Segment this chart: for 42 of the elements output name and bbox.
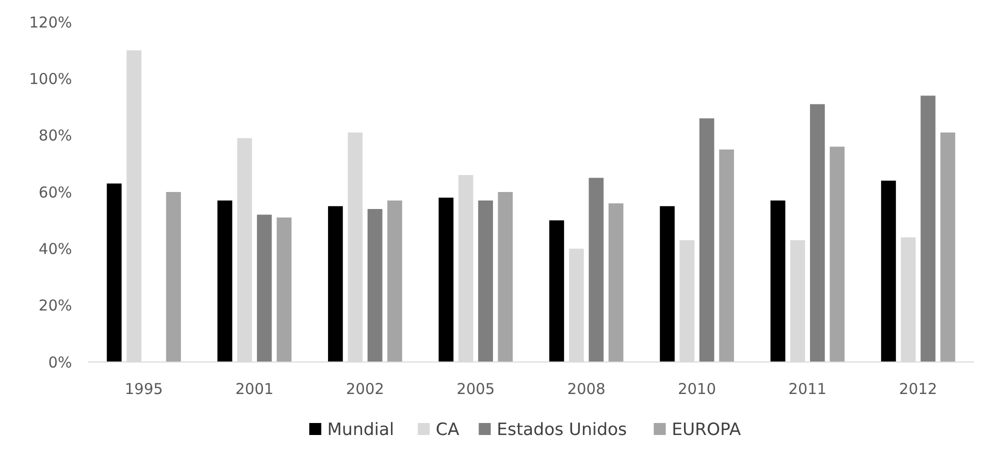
bar [719, 150, 734, 362]
bar [256, 214, 272, 362]
bar [830, 146, 845, 362]
x-tick-label: 2002 [346, 380, 384, 398]
legend-label: Estados Unidos [496, 420, 628, 440]
bar [166, 192, 181, 362]
y-tick-label: 80% [38, 126, 72, 145]
bar [881, 180, 896, 362]
legend-label: CA [436, 420, 460, 440]
bar [810, 104, 825, 362]
bar [217, 200, 232, 362]
bar [368, 209, 382, 362]
bar [608, 203, 624, 362]
bar [387, 200, 402, 362]
y-tick-label: 120% [29, 13, 72, 32]
x-tick-label: 2010 [678, 380, 716, 398]
bar [699, 118, 714, 362]
y-tick-label: 20% [38, 296, 72, 315]
bar [328, 206, 343, 362]
bar [920, 96, 936, 362]
x-tick-label: 2012 [899, 380, 938, 398]
legend-label: Mundial [327, 420, 394, 440]
bar [276, 218, 292, 362]
x-tick-label: 2001 [235, 380, 274, 398]
bar [438, 198, 454, 362]
y-tick-label: 40% [38, 240, 72, 258]
bar [940, 132, 956, 362]
bar [660, 206, 675, 362]
bar [106, 184, 122, 362]
y-tick-label: 100% [29, 70, 72, 88]
legend-label: EUROPA [672, 420, 742, 440]
bar [588, 178, 604, 362]
bar [770, 200, 786, 362]
y-tick-label: 0% [48, 353, 72, 372]
x-tick-label: 2005 [456, 380, 495, 398]
x-tick-label: 2008 [567, 380, 606, 398]
bar [549, 220, 564, 362]
bar [478, 200, 493, 362]
x-tick-label: 1995 [124, 380, 163, 398]
bar [498, 192, 513, 362]
x-tick-label: 2011 [788, 380, 827, 398]
y-tick-label: 60% [38, 183, 72, 202]
